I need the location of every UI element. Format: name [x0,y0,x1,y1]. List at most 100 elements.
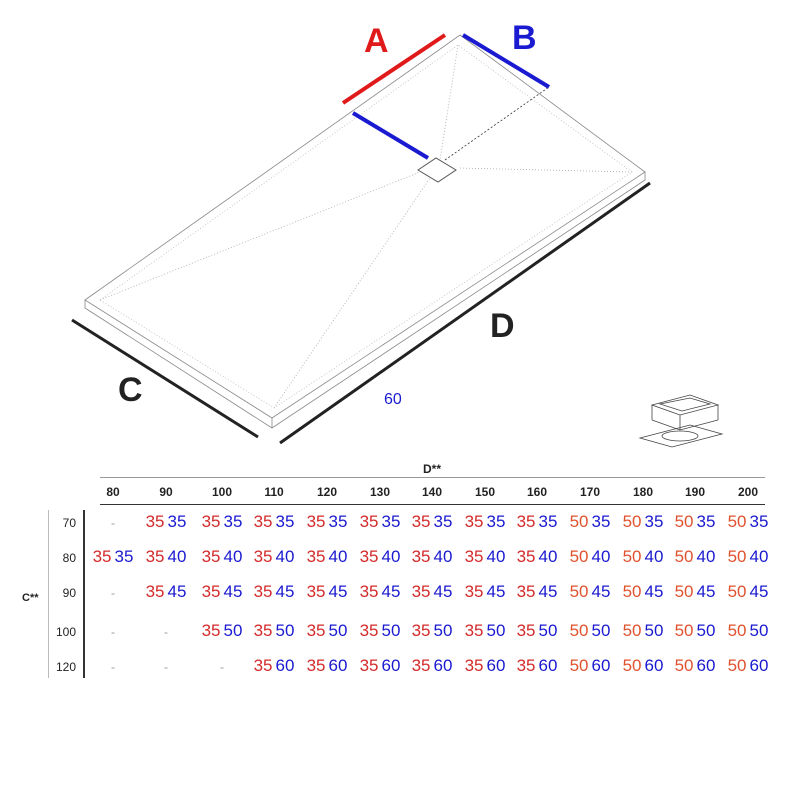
value-a: 50 [569,547,589,566]
column-title: D** [422,462,442,476]
value-a: 35 [516,547,536,566]
table-cell: 35 60 [360,656,401,676]
tray-outline [84,34,646,429]
table-cell: 35 60 [307,656,348,676]
value-b: 35 [167,512,187,531]
table-cell: 35 45 [412,582,453,602]
value-b: 45 [749,582,769,601]
value-a: 50 [727,582,747,601]
table-cell: 35 35 [93,547,134,567]
value-b: 45 [486,582,506,601]
table-cell: 35 45 [465,582,506,602]
value-b: 40 [486,547,506,566]
value-b: 45 [696,582,716,601]
column-header: 150 [474,485,496,499]
value-a: 50 [674,621,694,640]
table-cell: 35 60 [412,656,453,676]
value-b: 45 [538,582,558,601]
label-c: C [118,371,143,409]
value-a: 50 [622,512,642,531]
table-cell: 35 45 [517,582,558,602]
table-cell: 35 35 [146,512,187,532]
value-a: 50 [727,656,747,675]
table-cell: 35 45 [360,582,401,602]
table-cell: 35 35 [465,512,506,532]
dimension-b-line [461,33,551,89]
column-header: 130 [369,485,391,499]
table-cell: 35 50 [202,621,243,641]
table-cell: 35 35 [307,512,348,532]
value-a: 35 [253,512,273,531]
table-cell: 35 40 [202,547,243,567]
table-cell: 35 40 [412,547,453,567]
value-b: 45 [591,582,611,601]
empty-cell: - [111,625,115,639]
value-a: 35 [145,512,165,531]
row-rule [83,510,85,678]
value-a: 35 [411,547,431,566]
value-b: 35 [749,512,769,531]
value-a: 50 [622,621,642,640]
row-title-rule [48,510,49,678]
value-b: 45 [381,582,401,601]
table-cell: 50 35 [623,512,664,532]
table-cell: 35 45 [202,582,243,602]
value-a: 35 [464,621,484,640]
value-b: 45 [433,582,453,601]
width-note: 60 [384,391,402,408]
value-b: 50 [538,621,558,640]
value-b: 45 [644,582,664,601]
value-b: 35 [538,512,558,531]
table-cell: 35 60 [517,656,558,676]
dimension-d-line [279,181,651,445]
table-cell: 35 40 [465,547,506,567]
table-cell: 35 50 [307,621,348,641]
value-a: 35 [253,656,273,675]
column-header: 120 [316,485,338,499]
table-cell: 35 45 [307,582,348,602]
value-a: 35 [516,582,536,601]
empty-cell: - [164,625,168,639]
value-b: 50 [433,621,453,640]
value-a: 35 [359,547,379,566]
value-a: 35 [201,512,221,531]
value-b: 35 [696,512,716,531]
value-b: 45 [328,582,348,601]
value-b: 60 [538,656,558,675]
value-a: 35 [516,621,536,640]
value-b: 45 [275,582,295,601]
value-b: 60 [591,656,611,675]
column-header: 170 [579,485,601,499]
table-cell: 50 45 [623,582,664,602]
table-cell: 50 45 [570,582,611,602]
value-a: 35 [359,621,379,640]
value-a: 35 [253,547,273,566]
value-a: 50 [674,582,694,601]
value-a: 50 [727,621,747,640]
value-a: 35 [201,547,221,566]
value-b: 40 [328,547,348,566]
empty-cell: - [111,660,115,674]
table-cell: 50 40 [675,547,716,567]
table-cell: 35 35 [202,512,243,532]
table-cell: 35 40 [254,547,295,567]
label-a: A [364,22,389,60]
value-b: 60 [486,656,506,675]
value-b: 60 [696,656,716,675]
value-a: 35 [411,656,431,675]
column-header: 180 [632,485,654,499]
row-header: 120 [55,660,76,674]
value-b: 60 [275,656,295,675]
value-a: 35 [201,582,221,601]
table-cell: 35 60 [465,656,506,676]
value-b: 40 [644,547,664,566]
value-a: 35 [359,512,379,531]
value-a: 35 [464,547,484,566]
dimension-c-line [71,318,259,439]
empty-cell: - [111,516,115,530]
value-a: 35 [464,512,484,531]
tray-drawing [71,33,724,448]
table-cell: 35 40 [517,547,558,567]
row-header: 70 [62,516,76,530]
value-b: 35 [223,512,243,531]
